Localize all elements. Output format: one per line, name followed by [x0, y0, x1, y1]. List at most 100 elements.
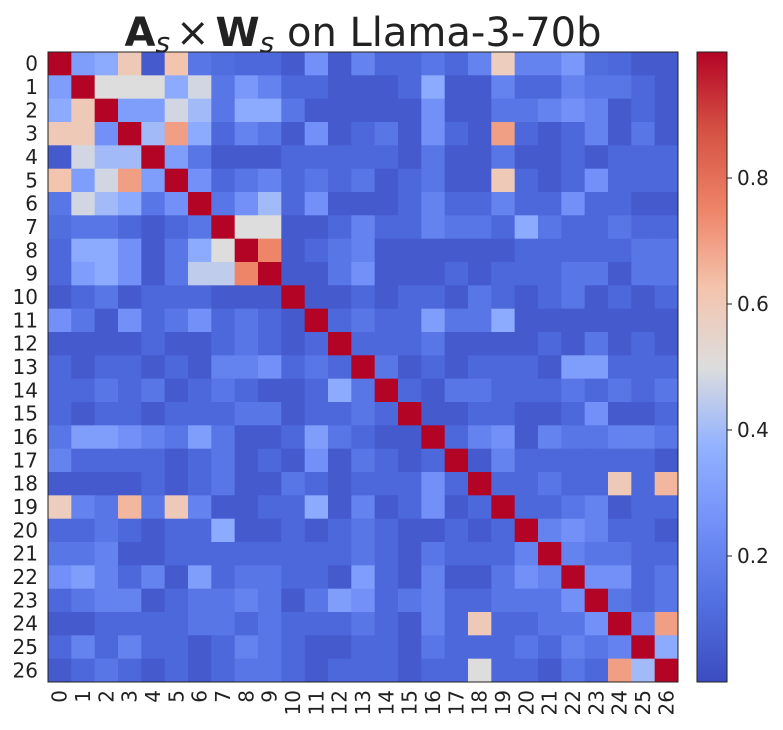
heatmap-cell	[468, 122, 492, 146]
heatmap-cell	[631, 355, 656, 380]
heatmap-cell	[608, 425, 632, 450]
heatmap-cell	[48, 122, 72, 146]
heatmap-cell	[444, 192, 469, 216]
heatmap-cell	[258, 75, 282, 100]
heatmap-cell	[234, 378, 259, 403]
heatmap-cell	[281, 285, 306, 310]
heatmap-cell	[421, 75, 446, 100]
heatmap-cell	[281, 425, 306, 450]
heatmap-cell	[94, 52, 119, 76]
heatmap-cell	[258, 332, 282, 356]
heatmap-cell	[304, 588, 329, 613]
heatmap-cell	[328, 238, 352, 263]
heatmap-cell	[304, 472, 329, 496]
heatmap-cell	[538, 402, 562, 426]
heatmap-cell	[538, 542, 562, 566]
heatmap-cell	[608, 285, 632, 310]
x-tick-labels: 0 1 2 3 4 5 6 7 8 9 10 11 12 13 14 15 16 17 18 19 20 21 22 23 24…	[48, 690, 679, 715]
y-tick-label: 5	[25, 168, 38, 192]
heatmap-cell	[48, 285, 72, 310]
heatmap-cell	[584, 472, 609, 496]
heatmap-cell	[444, 378, 469, 403]
heatmap-cell	[281, 238, 306, 263]
heatmap-cell	[71, 215, 96, 240]
heatmap-cell	[234, 472, 259, 496]
heatmap-cell	[94, 145, 119, 170]
heatmap-cell	[514, 192, 539, 216]
heatmap-cell	[561, 52, 586, 76]
heatmap-cell	[281, 355, 306, 380]
heatmap-cell	[444, 238, 469, 263]
heatmap-cell	[141, 192, 166, 216]
heatmap-cell	[631, 238, 656, 263]
heatmap-cell	[328, 565, 352, 590]
heatmap-cell	[561, 262, 586, 286]
heatmap-cell	[538, 378, 562, 403]
heatmap-cell	[164, 238, 189, 263]
x-tick-label: 11	[304, 690, 328, 715]
x-tick-label: 17	[444, 690, 468, 715]
y-tick-label: 17	[13, 448, 38, 472]
heatmap-cell	[491, 332, 516, 356]
heatmap-cell	[398, 472, 422, 496]
x-tick-label: 23	[584, 690, 608, 715]
heatmap-cell	[514, 612, 539, 636]
heatmap-cell	[514, 495, 539, 520]
heatmap-cell	[234, 495, 259, 520]
heatmap-cell	[491, 52, 516, 76]
heatmap-cell	[654, 518, 679, 543]
heatmap-cell	[444, 425, 469, 450]
heatmap-cell	[514, 588, 539, 613]
heatmap-cell	[561, 215, 586, 240]
heatmap-cell	[374, 448, 399, 473]
heatmap-cell	[351, 402, 376, 426]
heatmap-cell	[304, 448, 329, 473]
heatmap-cell	[351, 308, 376, 333]
heatmap-cell	[211, 215, 236, 240]
heatmap-cell	[304, 308, 329, 333]
heatmap-cell	[584, 612, 609, 636]
heatmap-cell	[561, 402, 586, 426]
x-tick-label: 10	[281, 690, 305, 715]
heatmap-cell	[234, 238, 259, 263]
heatmap-cell	[281, 75, 306, 100]
heatmap-cell	[258, 238, 282, 263]
heatmap-cell	[514, 542, 539, 566]
heatmap-cell	[258, 122, 282, 146]
heatmap-cell	[281, 192, 306, 216]
heatmap-cell	[188, 565, 212, 590]
heatmap-cell	[514, 145, 539, 170]
heatmap-cell	[514, 448, 539, 473]
heatmap-cell	[118, 192, 142, 216]
heatmap-cell	[211, 355, 236, 380]
heatmap-cell	[71, 425, 96, 450]
heatmap-cell	[514, 378, 539, 403]
heatmap-cell	[328, 308, 352, 333]
x-tick-label: 13	[351, 690, 375, 715]
heatmap-cell	[468, 168, 492, 193]
heatmap-cell	[468, 588, 492, 613]
heatmap-cell	[654, 542, 679, 566]
heatmap-cell	[631, 192, 656, 216]
heatmap-cell	[258, 52, 282, 76]
x-tick-label: 8	[234, 690, 258, 703]
heatmap-cell	[118, 238, 142, 263]
heatmap-cell	[141, 495, 166, 520]
heatmap-cell	[118, 122, 142, 146]
heatmap-cell	[94, 565, 119, 590]
heatmap-cell	[211, 518, 236, 543]
heatmap-cell	[654, 98, 679, 123]
y-tick-label: 7	[25, 215, 38, 239]
y-tick-label: 21	[13, 542, 38, 566]
heatmap-cell	[631, 565, 656, 590]
colorbar-tick-label: 0.8	[737, 166, 769, 190]
heatmap-cell	[608, 472, 632, 496]
colorbar-tick-label: 0.6	[737, 292, 769, 316]
heatmap-cell	[351, 122, 376, 146]
heatmap-cell	[234, 425, 259, 450]
heatmap-cell	[188, 495, 212, 520]
heatmap-cell	[631, 145, 656, 170]
heatmap-cell	[71, 122, 96, 146]
heatmap-cell	[584, 308, 609, 333]
heatmap-cell	[281, 518, 306, 543]
